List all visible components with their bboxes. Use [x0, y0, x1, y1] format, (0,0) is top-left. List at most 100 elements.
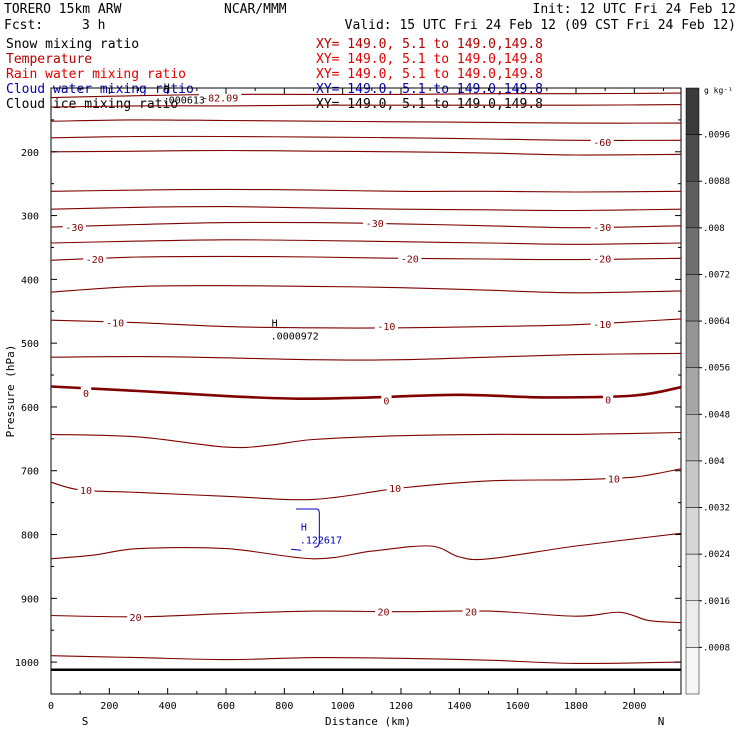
- y-tick-label: 1000: [15, 658, 39, 669]
- colorbar-label: .0008: [703, 643, 730, 653]
- colorbar-label: .0016: [703, 597, 730, 607]
- x-axis: 0 200 400 600 800 1000 1200 1400 1600 1800 2000: [48, 88, 664, 712]
- contour-label: -20: [86, 255, 104, 266]
- south-label: S: [82, 715, 89, 728]
- contour-label-background: [605, 472, 623, 485]
- colorbar-segment: [685, 180, 700, 229]
- contour-label-background: [398, 252, 422, 265]
- x-tick-label: 1000: [331, 701, 355, 712]
- temperature-contour: [50, 610, 682, 624]
- colorbar: .0096 .0088 .008 .0072 .0064 .0056 .0048 .004 .0…: [685, 87, 730, 695]
- contour-label-background: [103, 316, 127, 329]
- colorbar-label: .0056: [703, 364, 730, 374]
- contour-label-background: [83, 252, 107, 265]
- colorbar-label: .0048: [703, 410, 730, 420]
- colorbar-segment: [685, 274, 700, 322]
- contour-label-background: [602, 393, 614, 406]
- maximum-value: .000613: [163, 95, 205, 106]
- temperature-contour: [50, 285, 682, 294]
- x-tick-label: 1800: [564, 701, 588, 712]
- x-tick-label: 2000: [622, 701, 646, 712]
- contour-label: 20: [465, 608, 477, 619]
- temperature-contour: [50, 431, 682, 449]
- cloud-water-outline: [291, 508, 320, 551]
- temperature-contour: [50, 92, 682, 99]
- contour-label-background: [590, 221, 614, 234]
- contour-label: -20: [401, 254, 419, 265]
- colorbar-segment: [685, 647, 700, 695]
- contour-label-background: [590, 252, 614, 265]
- legend-cloudice-xy: XY= 149.0, 5.1 to 149.0,149.8: [316, 97, 543, 112]
- temperature-contour: [50, 135, 682, 141]
- y-tick-label: 900: [21, 594, 39, 605]
- x-tick-label: 1200: [389, 701, 413, 712]
- contour-label: 0: [383, 397, 389, 408]
- legend-snow-name: Snow mixing ratio: [6, 37, 139, 52]
- contour-label: -10: [377, 322, 395, 333]
- contour-label-background: [590, 318, 614, 331]
- contour-label-background: [590, 136, 614, 149]
- x-tick-label: 800: [275, 701, 293, 712]
- contour-label: -10: [593, 320, 611, 331]
- contour-label: 20: [130, 613, 142, 624]
- x-tick-label: 1600: [506, 701, 530, 712]
- colorbar-label: .0096: [703, 131, 730, 141]
- legend-temperature-xy: XY= 149.0, 5.1 to 149.0,149.8: [316, 52, 543, 67]
- contour-label: -30: [65, 223, 83, 234]
- temperature-contour: [50, 352, 682, 361]
- contour-label: 0: [83, 389, 89, 400]
- temperature-contours: [50, 92, 682, 664]
- x-tick-label: 0: [48, 701, 54, 712]
- y-tick-label: 500: [21, 339, 39, 350]
- temperature-contour: [50, 239, 682, 245]
- colorbar-segment: [685, 507, 700, 555]
- contour-label: -10: [106, 319, 124, 330]
- colorbar-label: .0072: [703, 270, 730, 280]
- colorbar-segment: [685, 367, 700, 415]
- legend-temperature-name: Temperature: [6, 52, 92, 67]
- fcst-value: 3 h: [82, 18, 105, 33]
- temperature-contour: [50, 104, 682, 108]
- legend-cloudwater-name: Cloud water mixing ratio: [6, 82, 194, 97]
- contour-label-background: [374, 319, 399, 332]
- temperature-contour: [50, 119, 682, 124]
- temperature-contour: [50, 255, 682, 261]
- contour-label-background: [363, 217, 387, 230]
- contour-label: 20: [377, 608, 389, 619]
- colorbar-label: .0024: [703, 550, 730, 560]
- maximum-value: .122617: [300, 536, 342, 547]
- y-tick-label: 800: [21, 531, 39, 542]
- y-tick-label: 700: [21, 467, 39, 478]
- model-title: TORERO 15km ARW: [4, 2, 122, 17]
- plot-frame: [50, 87, 682, 695]
- colorbar-label: .004: [703, 457, 725, 467]
- x-tick-label: 400: [159, 701, 177, 712]
- colorbar-segment: [685, 320, 700, 368]
- contour-label: -60: [593, 138, 611, 149]
- contour-label-background: [80, 386, 92, 399]
- contour-label-background: [381, 394, 392, 407]
- contour-label: -30: [366, 219, 384, 230]
- legend-cloudice-name: Cloud ice mixing ratio: [6, 97, 178, 112]
- north-label: N: [658, 715, 665, 728]
- temperature-contour: [50, 206, 682, 212]
- maximum-symbol: H: [164, 82, 170, 93]
- temperature-contour: [50, 318, 682, 329]
- temperature-contour: [50, 532, 682, 561]
- fcst-label: Fcst:: [4, 18, 43, 33]
- x-tick-label: 600: [217, 701, 235, 712]
- temperature-contour: [50, 468, 682, 501]
- contour-label-background: [77, 483, 95, 496]
- colorbar-segment: [685, 227, 700, 275]
- valid-time: Valid: 15 UTC Fri 24 Feb 12 (09 CST Fri …: [345, 18, 736, 33]
- mixing-ratio-maxima: H .000613 H .0000972 H .122617: [163, 82, 342, 551]
- contour-label-background: [62, 221, 86, 234]
- colorbar-label: .008: [703, 224, 725, 234]
- contour-label: 10: [608, 474, 620, 485]
- temperature-contour: [50, 221, 682, 229]
- colorbar-segment: [685, 134, 700, 182]
- colorbar-segment: [685, 414, 700, 462]
- y-tick-label: 300: [21, 212, 39, 223]
